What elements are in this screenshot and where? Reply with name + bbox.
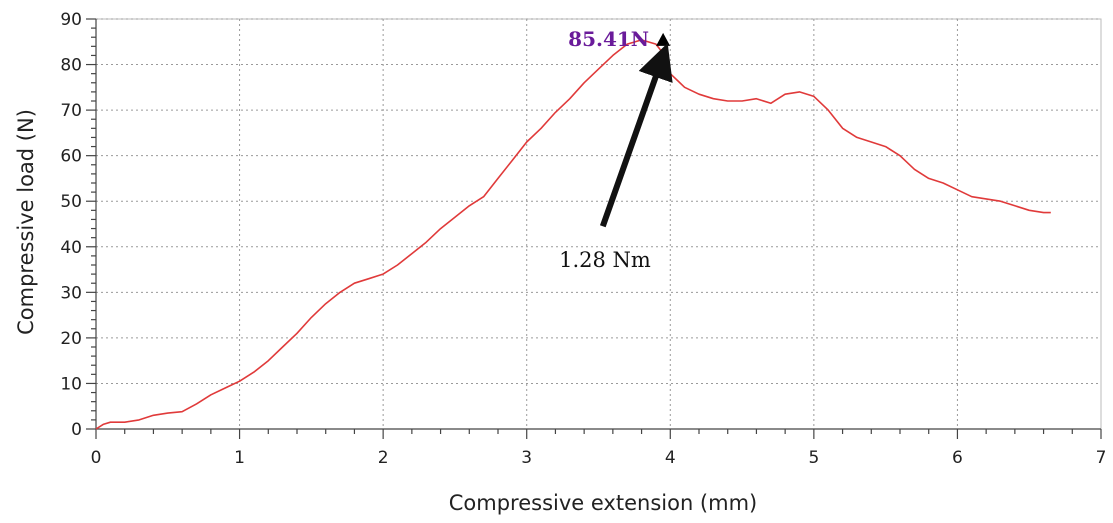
y-tick-label: 70 [60, 101, 82, 121]
grid [95, 18, 1102, 430]
load-extension-curve [95, 39, 1051, 430]
y-tick-label: 50 [60, 192, 82, 212]
x-tick-label: 0 [91, 448, 102, 468]
y-tick-label: 10 [60, 374, 82, 394]
peak-value-label: 85.41N [568, 27, 649, 51]
peak-arrow [599, 43, 673, 228]
x-tick-label: 5 [808, 448, 819, 468]
y-tick-label: 60 [60, 147, 82, 167]
peak-marker-triangle [656, 32, 671, 46]
plot-border [95, 18, 1102, 430]
y-axis-label: Compressive load (N) [14, 109, 38, 335]
tick-marks [86, 18, 1102, 439]
x-tick-label: 3 [521, 448, 532, 468]
x-axis-label: Compressive extension (mm) [449, 491, 757, 515]
annotation-layer: 85.41N 1.28 Nm [559, 27, 673, 272]
y-tick-label: 90 [60, 10, 82, 30]
x-tick-label: 1 [234, 448, 245, 468]
y-tick-label: 80 [60, 56, 82, 76]
y-tick-label: 0 [71, 420, 82, 440]
y-tick-label: 20 [60, 329, 82, 349]
series-layer [95, 39, 1051, 430]
x-tick-label: 7 [1096, 448, 1107, 468]
y-tick-label: 40 [60, 238, 82, 258]
x-tick-label: 2 [378, 448, 389, 468]
y-tick-label: 30 [60, 283, 82, 303]
x-tick-label: 4 [665, 448, 676, 468]
energy-label: 1.28 Nm [559, 248, 651, 272]
x-tick-label: 6 [952, 448, 963, 468]
